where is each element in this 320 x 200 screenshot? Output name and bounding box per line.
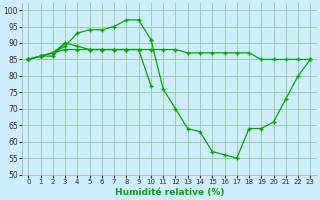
X-axis label: Humidité relative (%): Humidité relative (%): [115, 188, 224, 197]
